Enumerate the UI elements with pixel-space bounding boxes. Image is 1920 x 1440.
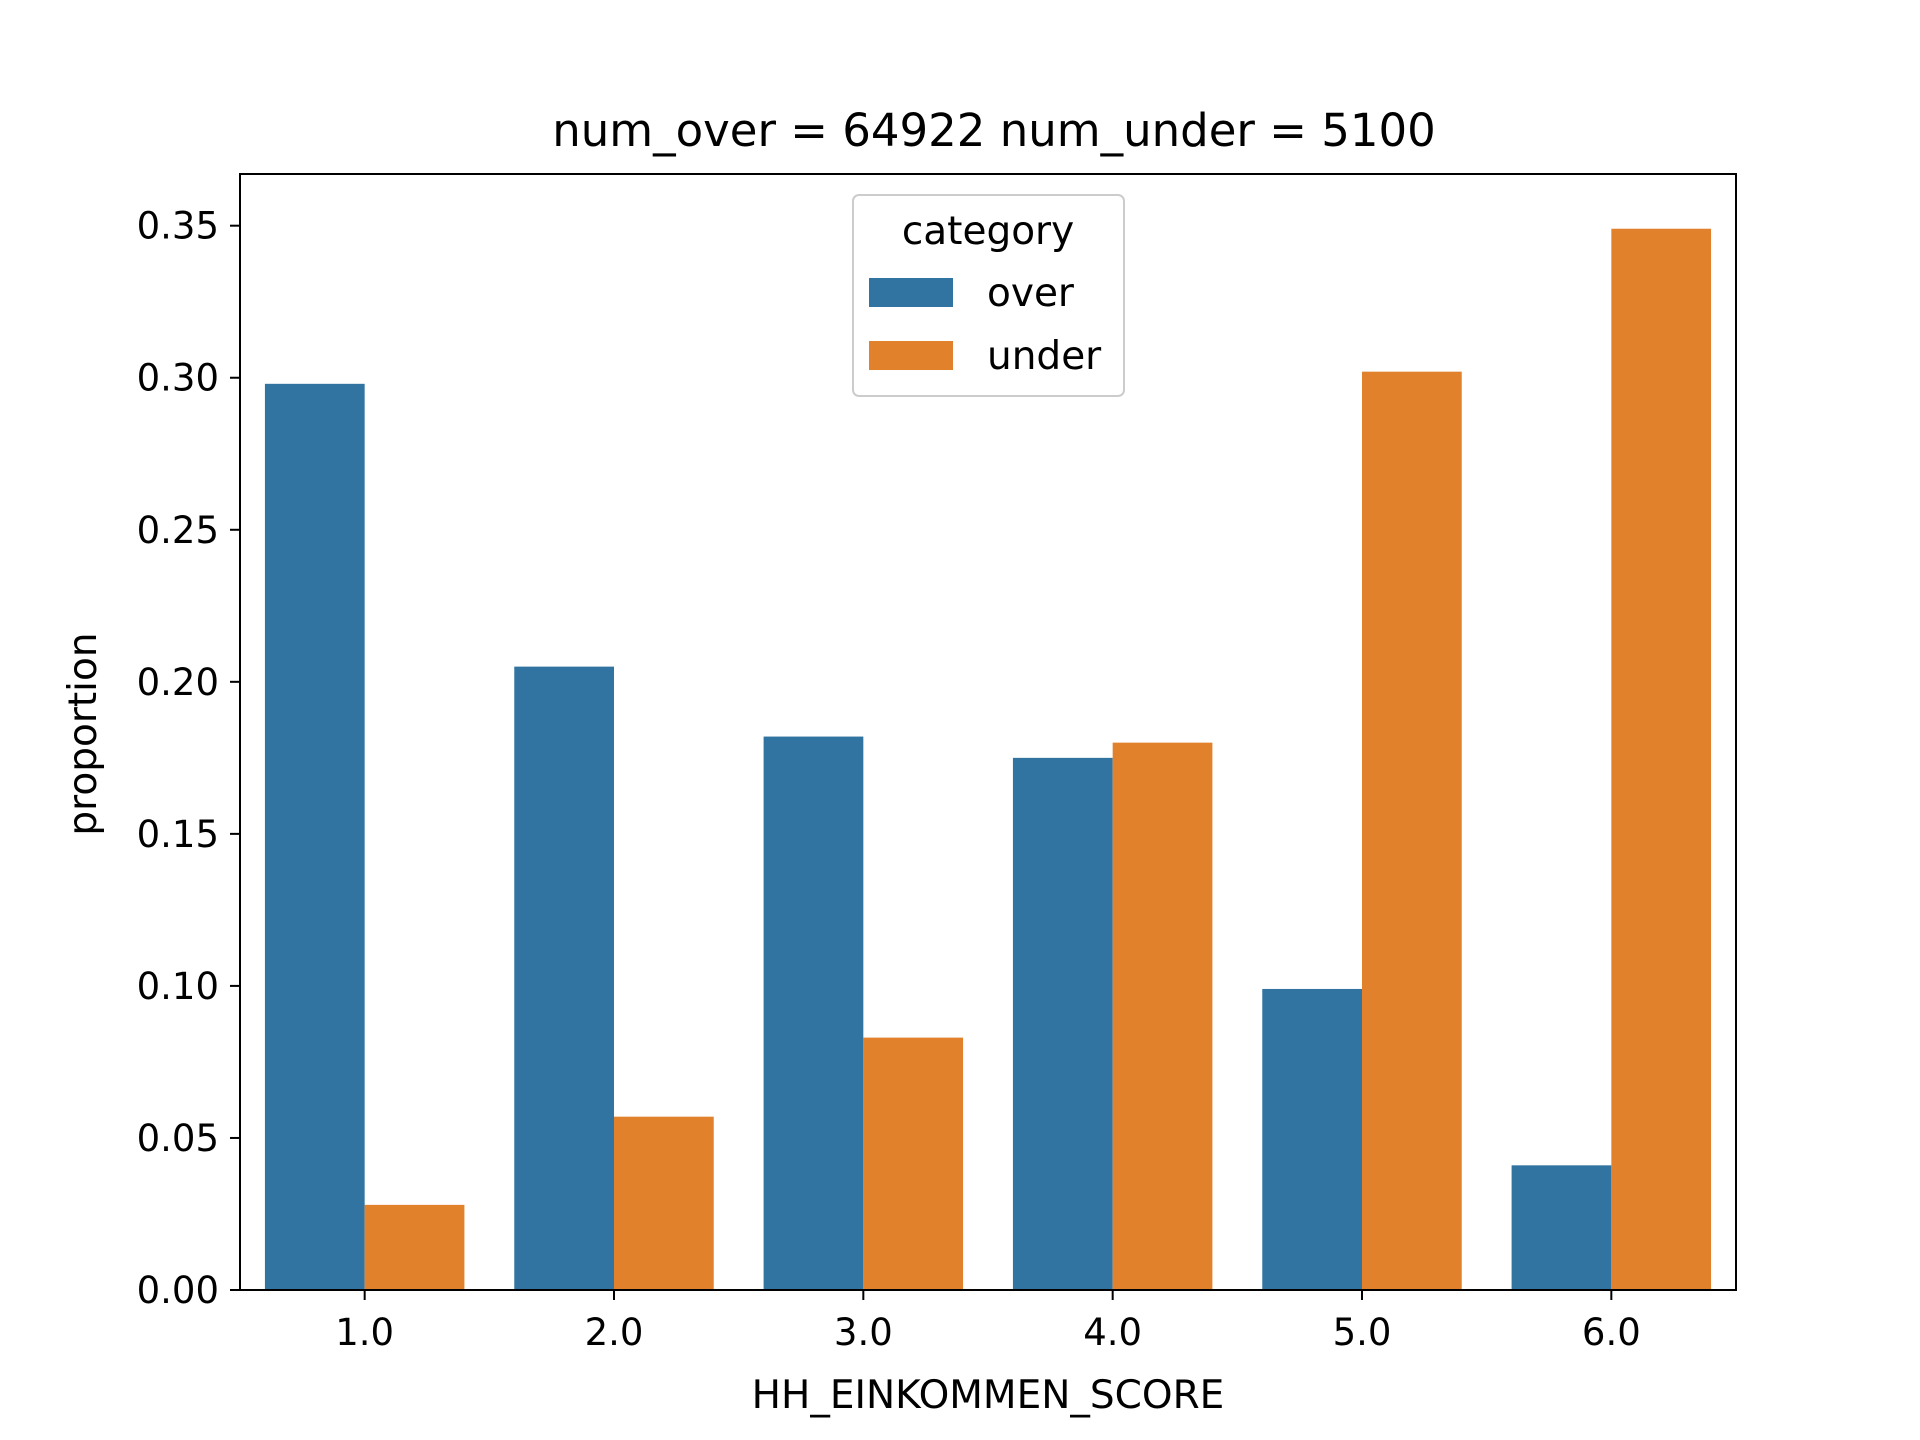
legend-swatch-over xyxy=(869,278,953,307)
x-axis: 1.0 2.0 3.0 4.0 5.0 6.0 xyxy=(335,1290,1641,1354)
legend-title: category xyxy=(902,209,1074,254)
y-tick-label: 0.05 xyxy=(137,1117,219,1160)
bar-over-1.0 xyxy=(264,383,365,1290)
bar-under-4.0 xyxy=(1112,742,1213,1290)
x-axis-label: HH_EINKOMMEN_SCORE xyxy=(752,1373,1225,1418)
plot-frame xyxy=(239,173,1737,1291)
bar-under-6.0 xyxy=(1611,228,1712,1291)
x-tick-label: 5.0 xyxy=(1333,1311,1392,1354)
y-tick-label: 0.20 xyxy=(137,661,219,704)
y-axis: 0.00 0.05 0.10 0.15 0.20 0.25 0.30 0.35 xyxy=(137,205,240,1312)
bar-over-3.0 xyxy=(763,736,864,1290)
legend-swatch-under xyxy=(869,341,953,370)
bar-over-5.0 xyxy=(1262,988,1362,1290)
bar-over-4.0 xyxy=(1012,757,1113,1290)
x-tick-label: 1.0 xyxy=(335,1311,394,1354)
legend-label-under: under xyxy=(987,334,1102,379)
x-tick-label: 3.0 xyxy=(834,1311,893,1354)
y-axis-label: proportion xyxy=(61,632,106,835)
chart-title: num_over = 64922 num_under = 5100 xyxy=(552,104,1436,157)
bars-group xyxy=(264,228,1712,1291)
bar-under-2.0 xyxy=(614,1116,714,1290)
bar-under-5.0 xyxy=(1362,371,1462,1290)
legend-label-over: over xyxy=(987,271,1075,316)
bar-under-1.0 xyxy=(364,1204,465,1290)
y-tick-label: 0.10 xyxy=(137,965,219,1008)
legend: category over under xyxy=(852,194,1125,397)
y-tick-label: 0.30 xyxy=(137,357,219,400)
y-tick-label: 0.25 xyxy=(137,509,219,552)
x-tick-label: 6.0 xyxy=(1582,1311,1641,1354)
x-tick-label: 4.0 xyxy=(1083,1311,1142,1354)
y-tick-label: 0.00 xyxy=(137,1269,219,1312)
y-tick-label: 0.15 xyxy=(137,813,219,856)
y-tick-label: 0.35 xyxy=(137,205,219,248)
bar-under-3.0 xyxy=(863,1037,964,1290)
bar-over-2.0 xyxy=(514,666,614,1290)
bar-over-6.0 xyxy=(1511,1165,1612,1290)
x-tick-label: 2.0 xyxy=(585,1311,644,1354)
